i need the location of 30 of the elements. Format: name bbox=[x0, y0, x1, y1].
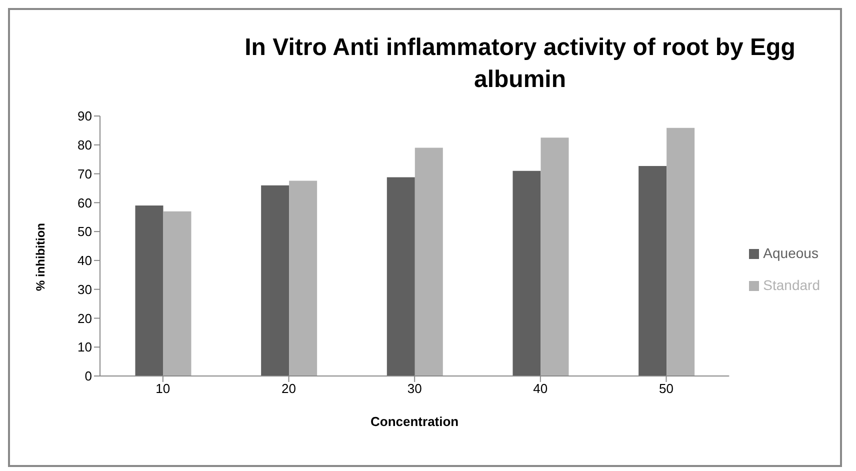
bar bbox=[512, 170, 541, 376]
bar bbox=[540, 138, 569, 376]
bar bbox=[414, 148, 443, 376]
x-tick-label: 10 bbox=[156, 381, 170, 396]
legend-label: Standard bbox=[763, 276, 820, 292]
chart-title: In Vitro Anti inflammatory activity of root by Egg albumin bbox=[244, 33, 796, 95]
y-axis-title: % inhibition bbox=[33, 223, 48, 291]
bar bbox=[666, 128, 695, 376]
bar bbox=[289, 180, 318, 376]
y-tick-label: 40 bbox=[78, 253, 92, 268]
x-tick-label: 30 bbox=[407, 381, 422, 396]
y-tick-label: 60 bbox=[78, 195, 92, 210]
bar bbox=[638, 166, 667, 376]
legend-label: Aqueous bbox=[763, 244, 818, 260]
x-tick-label: 50 bbox=[659, 381, 674, 396]
y-tick-label: 90 bbox=[78, 108, 92, 124]
x-axis-title: Concentration bbox=[370, 414, 459, 429]
y-tick-label: 80 bbox=[78, 138, 92, 153]
x-tick-label: 40 bbox=[533, 381, 548, 396]
y-tick-label: 20 bbox=[78, 310, 92, 326]
bar bbox=[163, 211, 192, 376]
bar bbox=[135, 206, 164, 376]
x-tick-label: 20 bbox=[282, 381, 296, 396]
bar bbox=[386, 177, 415, 376]
bar bbox=[261, 185, 290, 376]
y-tick-label: 50 bbox=[78, 224, 92, 240]
y-tick-label: 10 bbox=[78, 340, 92, 355]
y-tick-label: 0 bbox=[84, 368, 92, 384]
y-tick-label: 30 bbox=[78, 282, 92, 297]
y-tick-label: 70 bbox=[78, 166, 92, 182]
